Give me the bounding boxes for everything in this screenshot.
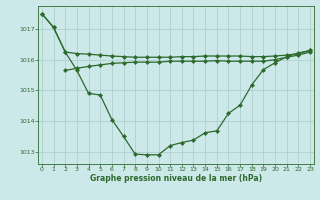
X-axis label: Graphe pression niveau de la mer (hPa): Graphe pression niveau de la mer (hPa) [90, 174, 262, 183]
